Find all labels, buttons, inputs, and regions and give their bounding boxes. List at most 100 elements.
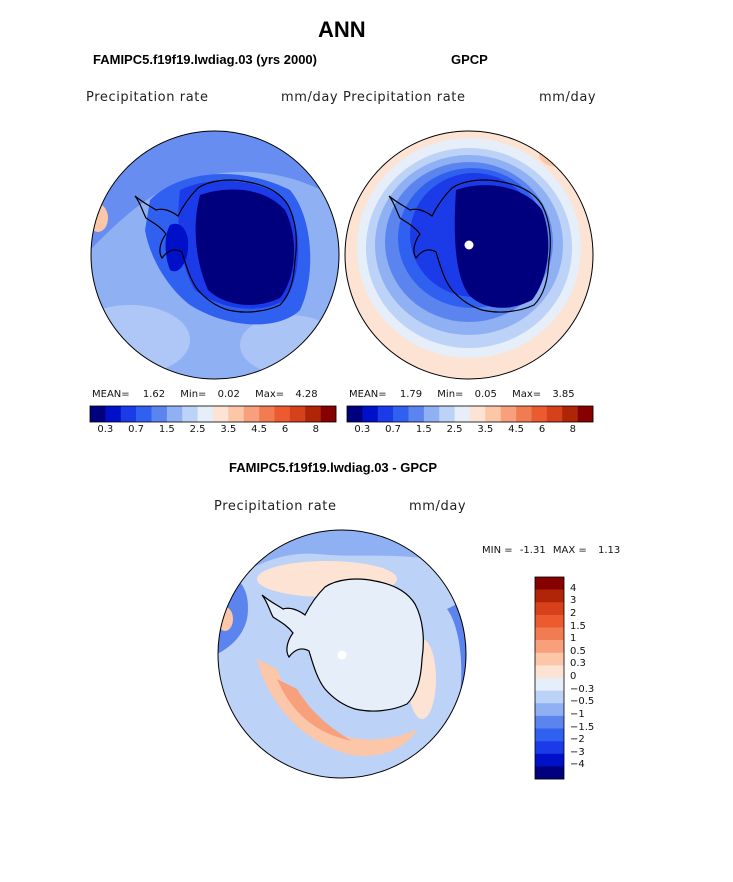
obs-colorbar-swatch [393,406,409,422]
obs-colorbar-tick-label: 8 [569,424,576,435]
model-colorbar-tick-label: 2.5 [189,424,206,435]
model-colorbar-tick-label: 0.3 [97,424,114,435]
diff-colorbar-tick-label: 0.5 [570,645,586,657]
diff-variable-label: Precipitation rate [214,499,337,514]
diff-colorbar-tick-label: 1.5 [570,620,586,632]
model-colorbar-swatch [289,406,306,422]
diff-colorbar-tick-label: 0.3 [570,658,586,670]
diff-colorbar-swatch [535,753,564,767]
diff-antarctica-coastline [261,578,424,712]
obs-colorbar-tick-label: 4.5 [508,424,525,435]
diff-minmax: MIN = -1.31 MAX = 1.13 [482,545,621,556]
model-colorbar-tick-label: 8 [312,424,319,435]
model-colorbar-tick-label: 6 [281,424,289,435]
model-colorbar-swatch [320,406,337,422]
obs-units-label: mm/day [539,90,597,105]
obs-colorbar [346,405,594,423]
diff-colorbar-swatch [535,602,564,616]
model-colorbar-swatch [136,406,152,422]
diff-units-label: mm/day [409,499,467,514]
model-colorbar-swatch [243,406,260,422]
model-antarctic-dry-core [195,189,295,305]
model-case-title: FAMIPC5.f19f19.lwdiag.03 (yrs 2000) [93,52,317,67]
model-colorbar-swatch [90,406,106,422]
model-colorbar-tick-label: 0.7 [128,424,145,435]
obs-colorbar-ticks: 0.3 0.7 1.5 2.5 3.5 4.5 6 8 [347,424,593,438]
diff-positive-anomaly [277,679,352,741]
model-colorbar-swatch [305,406,321,422]
obs-colorbar-swatch [377,406,394,422]
obs-colorbar-swatch [500,406,517,422]
diff-colorbar-swatch [535,678,564,691]
model-polar-map [90,130,340,380]
obs-colorbar-swatch [362,406,379,422]
obs-colorbar-swatch [408,406,425,422]
diff-colorbar-tick-label: 1 [570,633,577,645]
obs-colorbar-swatch [454,406,471,422]
diff-colorbar-ticks: 4 3 2 1.5 1 0.5 0.3 0 −0.3 −0.5 −1 −1.5 −2 −3 −4 [570,577,620,779]
diff-colorbar-swatch [535,640,564,654]
model-colorbar-swatch [259,406,275,422]
obs-antarctic-dry-core [454,185,549,308]
diff-colorbar-swatch [535,766,564,780]
obs-colorbar-swatch [347,406,363,422]
diff-colorbar-tick-label: −1.5 [570,721,595,733]
obs-colorbar-tick-label: 0.3 [354,424,371,435]
model-colorbar-tick-label: 4.5 [251,424,268,435]
obs-colorbar-swatch [516,406,532,422]
obs-variable-label: Precipitation rate [343,90,466,105]
obs-colorbar-tick-label: 6 [538,424,546,435]
model-colorbar-swatch [197,406,214,422]
diff-colorbar-tick-label: −3 [570,746,585,758]
obs-colorbar-swatch [439,406,455,422]
obs-case-title: GPCP [451,52,488,67]
diff-polar-map [217,529,467,779]
model-colorbar-swatch [166,406,183,422]
diff-colorbar-tick-label: −0.3 [570,683,595,695]
diff-colorbar-swatch [535,728,564,742]
model-colorbar-swatch [151,406,168,422]
diff-colorbar-swatch [535,614,564,628]
diff-colorbar-swatch [535,715,564,729]
obs-colorbar-swatch [546,406,563,422]
figure-title: ANN [318,17,366,42]
diff-colorbar-tick-label: 3 [570,595,577,607]
obs-polar-map [344,130,594,380]
diff-colorbar-swatch [535,703,564,717]
model-colorbar-swatch [105,406,122,422]
model-stats: MEAN= 1.62 Min= 0.02 Max= 4.28 [92,389,318,400]
diff-colorbar-swatch [535,577,564,590]
obs-colorbar-swatch [531,406,548,422]
diff-colorbar-tick-label: −1 [570,708,585,720]
model-units-label: mm/day [281,90,339,105]
model-colorbar-swatch [182,406,198,422]
model-antarctica-coastline [134,179,297,313]
diff-colorbar-swatch [535,589,564,603]
model-colorbar-swatch [228,406,245,422]
obs-colorbar-tick-label: 1.5 [415,424,432,435]
obs-colorbar-tick-label: 0.7 [385,424,402,435]
diff-colorbar-swatch [535,652,564,666]
obs-antarctica-coastline [388,179,551,313]
diff-colorbar-tick-label: −0.5 [570,696,595,708]
model-colorbar-ticks: 0.3 0.7 1.5 2.5 3.5 4.5 6 8 [90,424,336,438]
obs-colorbar-swatch [423,406,440,422]
model-colorbar-tick-label: 3.5 [220,424,237,435]
obs-colorbar-swatch [577,406,594,422]
model-variable-label: Precipitation rate [86,90,209,105]
model-colorbar [89,405,337,423]
obs-colorbar-swatch [485,406,502,422]
diff-colorbar-swatch [535,741,564,755]
diff-colorbar-tick-label: −4 [570,759,585,771]
obs-colorbar-swatch [562,406,578,422]
obs-stats: MEAN= 1.79 Min= 0.05 Max= 3.85 [349,389,575,400]
obs-colorbar-tick-label: 3.5 [477,424,494,435]
model-colorbar-swatch [213,406,229,422]
diff-colorbar-tick-label: 2 [570,607,577,619]
diff-title: FAMIPC5.f19f19.lwdiag.03 - GPCP [229,460,438,475]
diff-colorbar-swatch [535,690,564,704]
model-colorbar-tick-label: 1.5 [158,424,175,435]
obs-colorbar-tick-label: 2.5 [446,424,463,435]
model-colorbar-swatch [274,406,291,422]
diff-colorbar-swatch [535,627,564,641]
